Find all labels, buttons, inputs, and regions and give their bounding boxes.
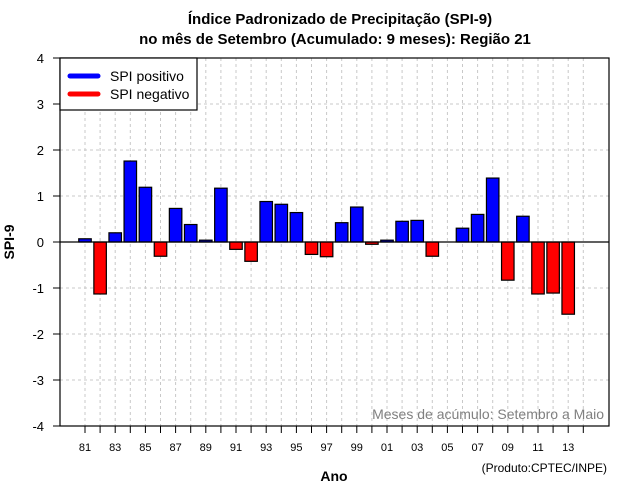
x-tick-label: 11 [532, 442, 543, 454]
legend-label-negative: SPI negativo [110, 86, 190, 102]
accumulation-annotation: Meses de acúmulo: Setembro a Maio [372, 406, 604, 422]
x-tick-label: 97 [320, 442, 332, 454]
x-tick-label: 09 [502, 442, 514, 454]
bar-04 [425, 241, 440, 257]
x-tick-label: 93 [260, 442, 272, 454]
grid-lines [60, 58, 609, 426]
legend-label-positive: SPI positivo [110, 68, 184, 84]
bar-91 [229, 241, 243, 250]
bar-84 [123, 160, 138, 243]
bar-90 [214, 187, 228, 243]
x-tick-label: 83 [109, 442, 121, 454]
y-tick-label: -3 [32, 373, 44, 388]
legend: SPI positivo SPI negativo [59, 57, 198, 111]
bar-96 [304, 241, 319, 256]
y-axis-title: SPI-9 [1, 224, 17, 259]
x-tick-label: 07 [471, 442, 483, 454]
bar-99 [349, 206, 364, 243]
x-tick-label: 05 [441, 442, 453, 454]
bar-97 [319, 241, 334, 258]
x-tick-label: 99 [351, 442, 363, 454]
y-axis: -4 -3 -2 -1 0 1 2 3 4 [32, 51, 60, 434]
x-axis: 81 83 85 87 89 91 93 95 97 99 01 03 05 07 09 11 13 [79, 426, 584, 454]
x-tick-label: 95 [290, 442, 302, 454]
x-tick-label: 03 [411, 442, 423, 454]
bar-09 [500, 241, 515, 281]
bar-85 [138, 186, 153, 243]
bar-11 [531, 241, 545, 295]
bar-95 [289, 211, 304, 243]
y-tick-label: 1 [37, 189, 44, 204]
bar-93 [259, 200, 274, 243]
bar-86 [153, 241, 168, 257]
bar-82 [93, 241, 107, 295]
bar-06 [455, 227, 470, 243]
x-tick-label: 91 [230, 442, 242, 454]
bar-03 [410, 219, 425, 243]
product-credit: (Produto:CPTEC/INPE) [482, 461, 607, 475]
bar-13 [561, 241, 576, 315]
x-tick-label: 01 [381, 442, 393, 454]
bar-88 [183, 223, 198, 243]
x-tick-label: 89 [200, 442, 212, 454]
bar-02 [395, 220, 409, 243]
x-tick-label: 81 [79, 442, 91, 454]
y-tick-label: 0 [37, 235, 44, 250]
bar-08 [485, 177, 500, 243]
x-tick-label: 87 [169, 442, 181, 454]
bar-92 [244, 241, 258, 262]
y-tick-label: 4 [37, 51, 44, 66]
y-tick-label: 2 [37, 143, 44, 158]
x-tick-label: 13 [562, 442, 574, 454]
x-tick-label: 85 [139, 442, 151, 454]
bar-94 [274, 203, 289, 243]
chart-title: Índice Padronizado de Precipitação (SPI-… [188, 11, 492, 28]
legend-box [59, 57, 198, 111]
y-tick-label: -2 [32, 327, 44, 342]
x-axis-title: Ano [320, 468, 347, 484]
bar-12 [546, 241, 560, 294]
bar-07 [470, 213, 485, 243]
bar-10 [516, 215, 530, 243]
bar-83 [108, 232, 123, 243]
bar-87 [168, 207, 183, 243]
chart-subtitle: no mês de Setembro (Acumulado: 9 meses):… [139, 31, 531, 48]
y-tick-label: 3 [37, 97, 44, 112]
y-tick-label: -1 [32, 281, 44, 296]
y-tick-label: -4 [32, 419, 44, 434]
bar-98 [334, 222, 349, 243]
